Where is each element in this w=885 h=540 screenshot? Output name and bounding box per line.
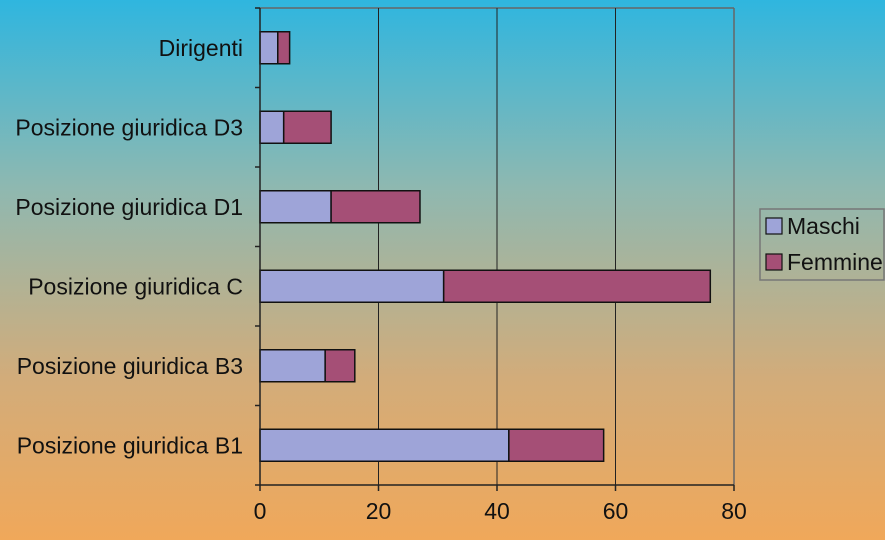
x-tick-label: 0 <box>254 498 267 524</box>
category-label: Posizione giuridica B1 <box>17 432 243 458</box>
x-tick-label: 40 <box>484 498 510 524</box>
legend-swatch-maschi <box>765 217 783 235</box>
category-label: Posizione giuridica D3 <box>15 114 243 140</box>
legend: Maschi Femmine <box>759 208 885 281</box>
x-tick-label: 20 <box>366 498 392 524</box>
bar-maschi-4 <box>259 349 326 383</box>
bar-femmine-0 <box>277 31 291 65</box>
bar-femmine-4 <box>324 349 356 383</box>
axes <box>255 7 735 491</box>
bar-maschi-1 <box>259 110 285 144</box>
bar-maschi-5 <box>259 428 510 462</box>
category-label: Posizione giuridica C <box>28 273 243 299</box>
x-tick-label: 80 <box>721 498 747 524</box>
category-labels: Dirigenti Posizione giuridica D3 Posizione… <box>15 35 243 459</box>
bars <box>259 31 712 462</box>
legend-label-femmine: Femmine <box>787 249 883 275</box>
legend-swatch-femmine <box>765 253 783 271</box>
category-label: Posizione giuridica B3 <box>17 353 243 379</box>
grid-lines <box>260 7 735 485</box>
bar-femmine-5 <box>508 428 605 462</box>
legend-label-maschi: Maschi <box>787 213 860 239</box>
x-tick-label: 60 <box>603 498 629 524</box>
bar-femmine-2 <box>330 190 421 224</box>
x-tick-labels: 0 20 40 60 80 <box>254 498 747 524</box>
bar-maschi-0 <box>259 31 279 65</box>
category-label: Dirigenti <box>159 35 243 61</box>
category-label: Posizione giuridica D1 <box>15 194 243 220</box>
bar-femmine-3 <box>442 269 712 303</box>
legend-box <box>759 208 885 281</box>
bar-maschi-3 <box>259 269 445 303</box>
bar-maschi-2 <box>259 190 332 224</box>
bar-femmine-1 <box>282 110 332 144</box>
